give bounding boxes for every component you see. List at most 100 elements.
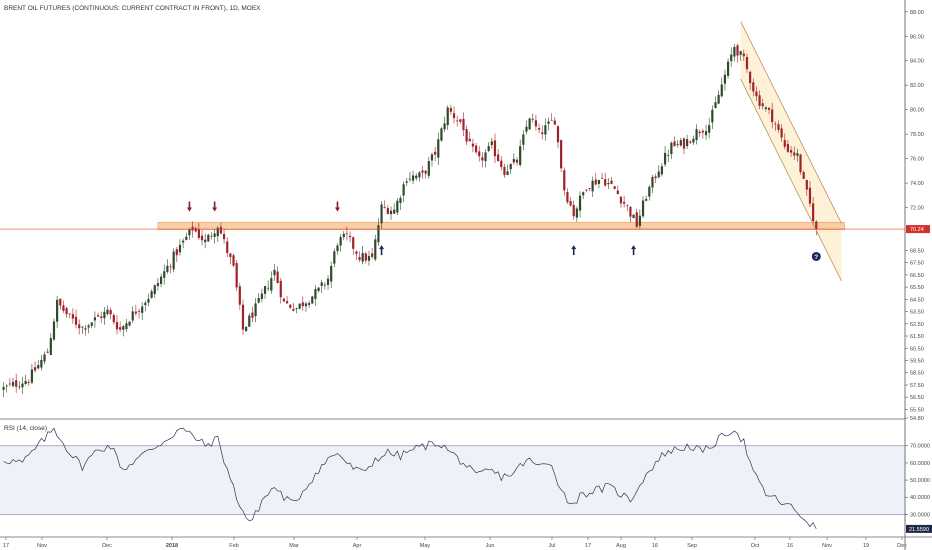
candle	[446, 105, 449, 130]
rsi-label: RSI (14, close)	[4, 425, 47, 432]
candle	[682, 137, 686, 155]
candle	[468, 131, 471, 142]
candle	[386, 205, 389, 215]
candle	[191, 221, 194, 238]
up-arrow-marker	[379, 245, 385, 256]
candle	[166, 259, 169, 274]
candle	[805, 179, 808, 196]
time-tick-label: Dec	[102, 543, 112, 549]
candle	[37, 359, 40, 370]
candle	[285, 296, 289, 304]
candle	[320, 279, 323, 293]
candle	[96, 312, 100, 317]
candle	[229, 253, 232, 265]
candle	[667, 149, 670, 163]
candle	[796, 148, 799, 162]
candle	[427, 156, 430, 179]
candle	[304, 301, 308, 312]
candle	[638, 209, 641, 229]
candle	[497, 149, 500, 162]
candle	[767, 107, 771, 115]
candle	[298, 303, 301, 310]
candle	[131, 306, 134, 324]
candle	[405, 178, 408, 186]
candle	[443, 116, 446, 132]
candle	[745, 53, 749, 73]
candle	[43, 351, 46, 365]
time-tick-label: Jun	[486, 543, 495, 549]
price-tick-label: 78.00	[910, 132, 924, 138]
candle	[109, 307, 112, 320]
candle	[456, 115, 459, 127]
candle	[93, 311, 97, 328]
candle	[248, 313, 251, 327]
candle	[276, 266, 279, 284]
time-tick-label: Feb	[229, 543, 238, 549]
candle	[714, 96, 717, 109]
candle	[815, 220, 818, 236]
candle	[197, 223, 200, 240]
candle	[326, 275, 330, 290]
price-tick-label: 55.50	[910, 407, 924, 413]
candle	[270, 271, 273, 294]
candle	[654, 173, 657, 183]
time-tick-label: Dec	[897, 543, 907, 549]
candle	[651, 174, 654, 193]
candle	[648, 184, 651, 201]
candle	[210, 232, 213, 240]
price-tick-label: 84.00	[910, 59, 924, 65]
candle	[30, 363, 34, 385]
candle	[421, 165, 424, 179]
candle	[226, 237, 229, 258]
candle	[761, 98, 764, 110]
candle	[106, 305, 109, 316]
candle	[232, 253, 235, 268]
rsi-band	[0, 445, 905, 515]
candle	[733, 44, 736, 62]
candle	[65, 306, 68, 318]
candle	[616, 185, 619, 195]
rsi-tick-label: 60.0000	[910, 461, 930, 467]
candle	[56, 295, 59, 328]
price-tick-label: 86.00	[910, 34, 924, 40]
svg-text:70.24: 70.24	[910, 227, 924, 233]
candle	[27, 379, 30, 387]
candle	[90, 322, 93, 329]
svg-text:?: ?	[814, 254, 818, 261]
time-tick-label: Aug	[616, 543, 626, 549]
candle	[153, 284, 156, 298]
candle	[188, 228, 191, 241]
rsi-tick-label: 40.0000	[910, 495, 930, 501]
candle	[71, 308, 74, 324]
candle	[692, 135, 695, 146]
candle	[676, 139, 679, 148]
candle	[112, 313, 115, 325]
candle	[235, 260, 238, 291]
candle	[339, 234, 342, 252]
candle	[585, 189, 588, 193]
candle	[333, 248, 336, 268]
price-tick-label: 61.50	[910, 334, 924, 340]
candle	[481, 152, 484, 168]
price-tick-label: 82.00	[910, 83, 924, 89]
price-tick-label: 59.50	[910, 358, 924, 364]
candle	[774, 121, 777, 131]
candle	[263, 285, 267, 299]
candle	[254, 298, 257, 323]
candle	[204, 233, 207, 249]
candle	[355, 250, 358, 261]
price-axis: 88.00 86.00 84.00 82.00 80.00 78.00 76.00 74.00…	[905, 10, 930, 422]
candle	[175, 247, 178, 263]
candle	[679, 137, 682, 147]
candle	[207, 233, 210, 243]
candle	[670, 141, 673, 159]
candle	[783, 133, 786, 150]
candle	[21, 376, 24, 394]
rsi-tick-label: 70.0000	[910, 444, 930, 450]
candle	[257, 293, 260, 304]
price-tick-label: 88.00	[910, 10, 924, 16]
candle	[560, 139, 563, 173]
candle	[701, 129, 704, 139]
rsi-line	[3, 427, 817, 530]
